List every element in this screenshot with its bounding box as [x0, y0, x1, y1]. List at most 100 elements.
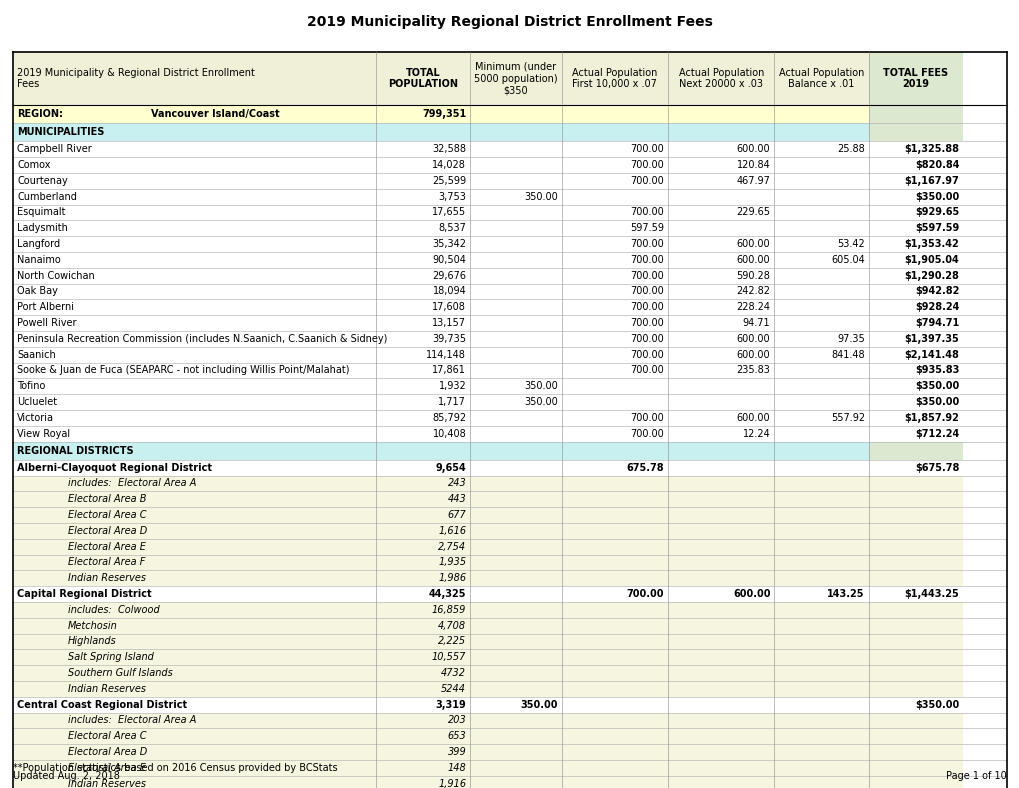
Text: 700.00: 700.00: [630, 176, 663, 186]
Bar: [375, 268, 470, 284]
Bar: [868, 475, 962, 491]
Bar: [868, 441, 962, 459]
Bar: [561, 507, 667, 523]
Bar: [375, 221, 470, 236]
Text: 10,408: 10,408: [432, 429, 466, 439]
Bar: [470, 378, 561, 394]
Bar: [13, 252, 375, 268]
Bar: [13, 539, 375, 555]
Bar: [13, 331, 375, 347]
Text: 600.00: 600.00: [736, 413, 769, 423]
Bar: [375, 602, 470, 618]
Bar: [561, 649, 667, 665]
Text: 3,319: 3,319: [435, 700, 466, 710]
Text: 35,342: 35,342: [432, 239, 466, 249]
Text: 228.24: 228.24: [736, 303, 769, 312]
Text: Campbell River: Campbell River: [17, 144, 92, 154]
Bar: [868, 52, 962, 105]
Text: Sooke & Juan de Fuca (SEAPARC - not including Willis Point/Malahat): Sooke & Juan de Fuca (SEAPARC - not incl…: [17, 366, 350, 375]
Bar: [13, 697, 375, 712]
Text: 2,225: 2,225: [438, 637, 466, 646]
Bar: [561, 299, 667, 315]
Text: 600.00: 600.00: [736, 255, 769, 265]
Bar: [470, 681, 561, 697]
Bar: [470, 523, 561, 539]
Bar: [773, 555, 868, 571]
Text: 13,157: 13,157: [432, 318, 466, 328]
Text: 53.42: 53.42: [837, 239, 864, 249]
Bar: [13, 362, 375, 378]
Text: Electoral Area E: Electoral Area E: [68, 763, 146, 773]
Text: 700.00: 700.00: [630, 366, 663, 375]
Bar: [561, 539, 667, 555]
Text: 97.35: 97.35: [837, 334, 864, 344]
Bar: [868, 760, 962, 775]
Bar: [773, 268, 868, 284]
Text: TOTAL
POPULATION: TOTAL POPULATION: [387, 68, 458, 89]
Text: 39,735: 39,735: [432, 334, 466, 344]
Text: 229.65: 229.65: [736, 207, 769, 217]
Bar: [470, 441, 561, 459]
Bar: [470, 728, 561, 744]
Text: Electoral Area C: Electoral Area C: [68, 731, 147, 742]
Bar: [667, 236, 773, 252]
Bar: [773, 394, 868, 410]
Text: TOTAL FEES
2019: TOTAL FEES 2019: [882, 68, 948, 89]
Bar: [868, 347, 962, 362]
Bar: [375, 728, 470, 744]
Text: Ladysmith: Ladysmith: [17, 223, 68, 233]
Text: 3,753: 3,753: [438, 191, 466, 202]
Text: 1,717: 1,717: [438, 397, 466, 407]
Text: $350.00: $350.00: [914, 381, 958, 391]
Text: 203: 203: [447, 716, 466, 726]
Bar: [470, 315, 561, 331]
Text: 25,599: 25,599: [432, 176, 466, 186]
Bar: [561, 459, 667, 475]
Bar: [773, 634, 868, 649]
Bar: [868, 586, 962, 602]
Bar: [773, 105, 868, 123]
Text: Peninsula Recreation Commission (includes N.Saanich, C.Saanich & Sidney): Peninsula Recreation Commission (include…: [17, 334, 387, 344]
Text: 17,608: 17,608: [432, 303, 466, 312]
Bar: [375, 410, 470, 426]
Bar: [667, 744, 773, 760]
Bar: [868, 634, 962, 649]
Bar: [13, 410, 375, 426]
Bar: [375, 491, 470, 507]
Bar: [561, 236, 667, 252]
Bar: [773, 347, 868, 362]
Bar: [773, 315, 868, 331]
Bar: [375, 189, 470, 205]
Text: 700.00: 700.00: [630, 160, 663, 170]
Bar: [561, 189, 667, 205]
Bar: [561, 697, 667, 712]
Bar: [561, 347, 667, 362]
Text: 17,655: 17,655: [432, 207, 466, 217]
Bar: [868, 618, 962, 634]
Text: 1,616: 1,616: [438, 526, 466, 536]
Bar: [868, 665, 962, 681]
Text: 29,676: 29,676: [432, 270, 466, 281]
Bar: [470, 618, 561, 634]
Bar: [375, 586, 470, 602]
Bar: [375, 299, 470, 315]
Bar: [667, 205, 773, 221]
Bar: [375, 347, 470, 362]
Text: Cumberland: Cumberland: [17, 191, 76, 202]
Text: 1,935: 1,935: [438, 557, 466, 567]
Text: 44,325: 44,325: [428, 589, 466, 599]
Bar: [773, 681, 868, 697]
Bar: [470, 331, 561, 347]
Bar: [13, 744, 375, 760]
Bar: [773, 52, 868, 105]
Text: 467.97: 467.97: [736, 176, 769, 186]
Text: Electoral Area E: Electoral Area E: [68, 541, 146, 552]
Bar: [375, 362, 470, 378]
Bar: [868, 157, 962, 173]
Bar: [470, 426, 561, 441]
Bar: [667, 315, 773, 331]
Bar: [561, 618, 667, 634]
Text: $2,141.48: $2,141.48: [904, 350, 958, 359]
Text: Comox: Comox: [17, 160, 51, 170]
Text: 350.00: 350.00: [524, 397, 557, 407]
